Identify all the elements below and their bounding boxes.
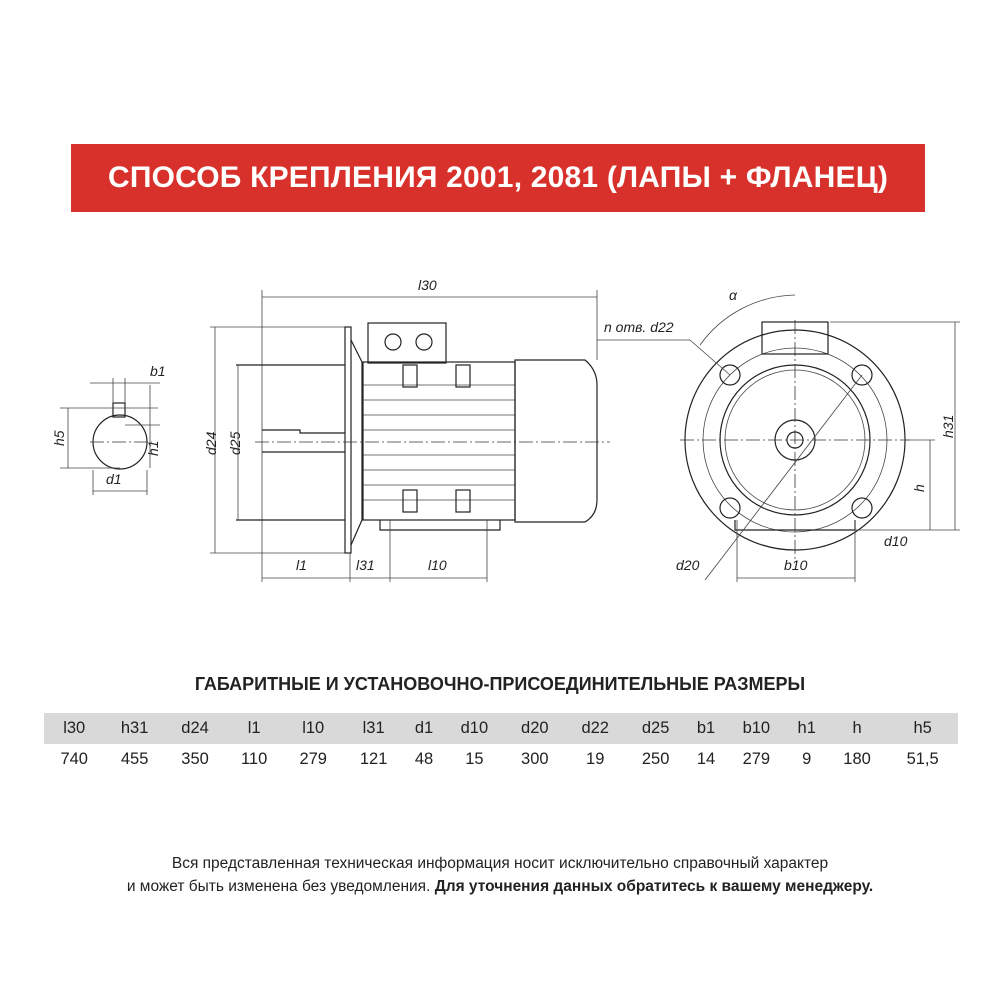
cell: 19 [586,750,605,768]
cell: 110 [240,750,268,768]
col-d10: d10 [444,713,505,744]
col-l10: l10 [283,713,344,744]
cell: 48 [414,750,434,768]
table-header-row: l30 h31 d24 l1 l10 l31 d1 d10 d20 d22 d2… [44,713,958,744]
label-l31: l31 [356,557,375,573]
label-l1: l1 [296,557,307,573]
cell: 740 [60,750,88,768]
col-d1: d1 [403,713,445,744]
label-n-holes: n отв. d22 [604,319,674,335]
col-d22: d22 [565,713,626,744]
label-d24: d24 [203,431,219,455]
dimensions-subtitle: ГАБАРИТНЫЕ И УСТАНОВОЧНО-ПРИСОЕДИНИТЕЛЬН… [194,674,806,694]
note-bold: Для уточнения данных обратитесь к вашему… [434,878,874,895]
front-view: α h31 h b10 d10 d20 [676,287,960,582]
note-line-2: и может быть изменена без уведомления. Д… [0,875,1000,898]
cell: 250 [641,750,670,768]
shaft-section: b1 h5 h1 d1 [51,363,166,495]
label-b1: b1 [150,363,166,379]
col-l31: l31 [343,713,404,744]
cell: 300 [521,750,549,768]
label-d25: d25 [227,431,243,455]
dimensions-table: l30 h31 d24 l1 l10 l31 d1 d10 d20 d22 d2… [44,713,958,775]
cell: 121 [359,750,388,768]
note-line-1: Вся представленная техническая информаци… [171,855,829,872]
cell: 350 [181,750,209,768]
label-d10: d10 [884,533,908,549]
label-b10: b10 [784,557,808,573]
col-d25: d25 [625,713,686,744]
col-d20: d20 [504,713,565,744]
label-l10: l10 [428,557,447,573]
label-h1: h1 [145,440,161,456]
label-l30: l30 [418,277,437,293]
cell: 180 [843,750,871,768]
table-row: 740 455 350 110 279 121 48 15 300 19 250… [44,744,958,775]
col-d24: d24 [164,713,226,744]
cell: 14 [696,750,716,768]
cell: 51,5 [906,750,939,768]
col-h: h [826,713,888,744]
col-b10: b10 [726,713,787,744]
col-b1: b1 [685,713,727,744]
label-h: h [911,484,927,492]
col-h1: h1 [786,713,827,744]
col-h31: h31 [104,713,165,744]
col-l30: l30 [44,713,105,744]
disclaimer-note: Вся представленная техническая информаци… [0,852,1000,898]
label-h31: h31 [940,415,956,438]
label-d1: d1 [106,471,122,487]
cell: 279 [299,750,327,768]
label-h5: h5 [51,430,67,446]
cell: 279 [742,750,771,768]
col-h5: h5 [887,713,958,744]
label-d20: d20 [676,557,700,573]
cell: 15 [465,750,484,768]
label-alpha: α [729,287,738,303]
cell: 9 [802,750,812,768]
side-view: l30 d24 d25 l1 l31 l10 n отв. d22 [203,277,690,582]
cell: 455 [120,750,149,768]
note-plain: и может быть изменена без уведомления. [126,878,435,895]
col-l1: l1 [225,713,284,744]
title-banner: СПОСОБ КРЕПЛЕНИЯ 2001, 2081 (ЛАПЫ + ФЛАН… [71,144,925,212]
